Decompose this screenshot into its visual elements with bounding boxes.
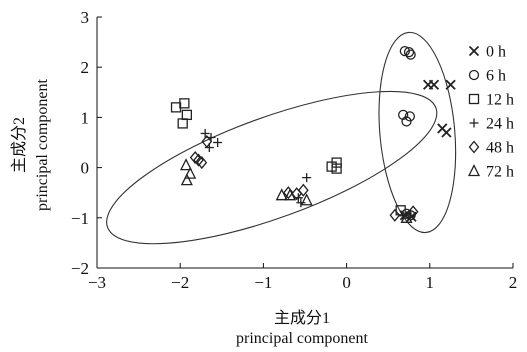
y-axis-title-en: principal component (34, 78, 51, 211)
legend-label: 6 h (486, 68, 506, 85)
data-point-circle (404, 111, 415, 122)
data-point-square (179, 98, 190, 109)
data-point-diamond (283, 186, 294, 200)
y-tick-label: 1 (81, 108, 90, 127)
cluster-ellipses (106, 31, 457, 245)
legend-marker-circle (468, 69, 480, 81)
data-point-x (428, 79, 440, 90)
legend-marker-plus (469, 118, 479, 128)
data-point-circle (398, 109, 409, 121)
legend-label: 72 h (486, 164, 514, 181)
data-point-triangle (179, 158, 193, 171)
data-point-diamond (407, 205, 419, 219)
cluster-ellipse-1 (106, 90, 438, 245)
data-point-plus (296, 198, 306, 208)
legend: 0 h 6 h 12 h 24 h 48 h 72 h (467, 44, 514, 181)
legend-marker-x (468, 45, 480, 57)
series-12h (170, 98, 406, 216)
legend-label: 0 h (486, 44, 506, 61)
data-point-circle (399, 45, 410, 57)
x-tick-label: −1 (254, 273, 272, 292)
data-point-plus (213, 138, 223, 147)
data-point-triangle (180, 173, 193, 186)
y-tick-label: 3 (81, 8, 90, 27)
data-point-plus (200, 128, 210, 138)
series-48h (189, 134, 419, 222)
data-point-diamond (389, 208, 401, 222)
data-point-square (170, 102, 182, 113)
data-point-diamond (196, 156, 208, 170)
x-axis-title-cn: 主成分1 (274, 309, 330, 327)
data-point-x (441, 127, 452, 138)
legend-label: 48 h (486, 140, 514, 157)
data-point-circle (405, 49, 416, 60)
series-6h (398, 45, 416, 221)
data-point-triangle (283, 188, 297, 201)
legend-label: 24 h (486, 116, 514, 133)
data-point-circle (401, 116, 412, 127)
legend-label: 12 h (486, 92, 514, 109)
data-point-square (177, 118, 188, 129)
data-point-square (181, 109, 193, 121)
y-axis-title-cn: 主成分2 (10, 117, 28, 173)
data-point-triangle (300, 193, 313, 206)
data-point-plus (302, 173, 312, 183)
x-tick-label: 1 (426, 273, 435, 292)
data-point-square (395, 205, 406, 216)
data-point-x (445, 79, 456, 90)
plot-area (96, 17, 513, 269)
x-axis-ticks: −3 −2 −1 0 1 2 (88, 263, 517, 292)
x-axis-title-en: principal component (236, 330, 369, 347)
data-point-triangle (184, 166, 197, 179)
y-tick-label: 0 (81, 159, 90, 178)
y-axis-ticks: −2 −1 0 1 2 3 (71, 8, 102, 278)
x-tick-label: 0 (342, 273, 351, 292)
data-point-circle (403, 46, 415, 58)
x-tick-label: −2 (171, 273, 189, 292)
legend-marker-square (468, 93, 480, 105)
data-point-diamond (297, 183, 309, 197)
data-point-triangle (275, 188, 288, 201)
y-tick-label: −1 (71, 209, 89, 228)
y-tick-label: −2 (71, 259, 89, 278)
data-point-diamond (201, 134, 213, 149)
data-point-triangle (400, 210, 413, 223)
data-point-square (331, 163, 342, 174)
x-tick-label: 2 (509, 273, 518, 292)
legend-marker-diamond (468, 140, 480, 154)
series-72h (179, 158, 413, 223)
y-tick-label: 2 (81, 58, 90, 77)
cluster-ellipse-2 (378, 31, 457, 234)
x-tick-label: −3 (88, 273, 106, 292)
series-0h (399, 79, 456, 222)
legend-marker-triangle (467, 164, 481, 177)
data-points (170, 45, 456, 223)
